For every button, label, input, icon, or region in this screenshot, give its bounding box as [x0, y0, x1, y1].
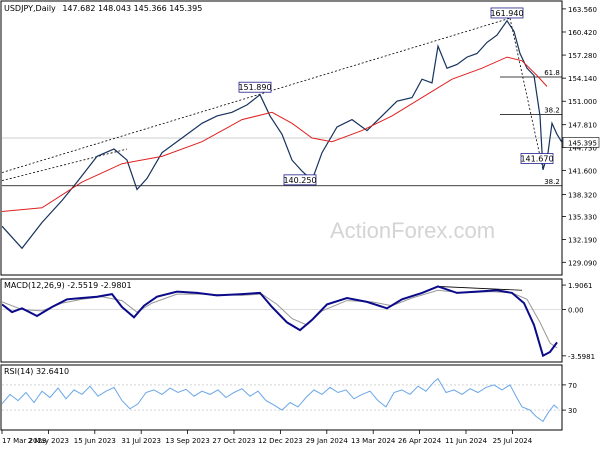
- trendline: [509, 18, 544, 170]
- macd-line: [2, 285, 558, 358]
- macd-tick-label: 0.00: [568, 307, 584, 315]
- x-tick-label: 15 Jun 2023: [74, 437, 116, 445]
- fib-level-label: 38.2: [544, 178, 560, 186]
- price-tick-label: 129.090: [568, 259, 597, 267]
- symbol-label: USDJPY,Daily: [4, 4, 56, 13]
- price-tick-label: 132.190: [568, 237, 597, 245]
- macd-layer: [2, 285, 562, 358]
- fib-level-label: 38.2: [544, 106, 560, 114]
- price-tick-label: 144.730: [568, 144, 597, 152]
- last-price-label: 145.395: [568, 139, 597, 147]
- x-tick-label: 13 Sep 2023: [165, 437, 209, 445]
- trendline: [2, 17, 511, 173]
- price-title: USDJPY,Daily 147.682 148.043 145.366 145…: [4, 4, 202, 13]
- x-tick-label: 31 Jul 2023: [121, 437, 161, 445]
- trendline: [2, 148, 128, 182]
- price-annotation: 141.670: [520, 155, 553, 164]
- price-annotation-box: [238, 81, 272, 93]
- price-tick-label: 151.000: [568, 98, 597, 106]
- price-annotation-box: [520, 153, 554, 164]
- price-tick-label: 147.810: [568, 122, 597, 130]
- price-annotation: 151.890: [238, 83, 271, 92]
- rsi-line: [2, 377, 559, 423]
- axes-layer: 163.560 160.420 157.280 154.140 151.000 147.8…: [1, 6, 600, 445]
- x-tick-label: 13 Mar 2024: [351, 437, 396, 445]
- price-tick-label: 141.600: [568, 167, 597, 175]
- price-line: [2, 19, 562, 250]
- price-tick-label: 163.560: [568, 6, 597, 14]
- x-tick-label: 2 May 2023: [28, 437, 69, 445]
- rsi-title: RSI(14) 32.6410: [4, 367, 69, 376]
- price-tick-label: 154.140: [568, 75, 597, 83]
- rsi-layer: [2, 377, 562, 423]
- price-annotation-box: [490, 7, 524, 19]
- watermark: ActionForex.com: [330, 218, 495, 243]
- price-annotation: 140.250: [283, 176, 316, 185]
- price-annotation-box: [283, 174, 317, 186]
- x-tick-label: 29 Jan 2024: [306, 437, 349, 445]
- price-layer: 61.8 38.2 38.2 161.940 151.890 140.250 141.670: [2, 7, 562, 250]
- price-annotation: 161.940: [490, 9, 523, 18]
- macd-trendline: [437, 286, 523, 291]
- x-tick-label: 27 Oct 2023: [212, 437, 255, 445]
- price-tick-label: 138.320: [568, 191, 597, 199]
- x-tick-label: 25 Jul 2024: [493, 437, 533, 445]
- last-price-box: [562, 137, 600, 148]
- fib-level-label: 61.8: [544, 69, 560, 77]
- macd-tick-label: 1.9061: [568, 282, 593, 290]
- rsi-tick-label: 70: [568, 382, 577, 390]
- x-tick-label: 12 Dec 2023: [258, 437, 303, 445]
- x-tick-label: 11 Jun 2024: [445, 437, 488, 445]
- sma-line: [2, 56, 548, 212]
- ohlc-values: 147.682 148.043 145.366 145.395: [62, 4, 202, 13]
- price-tick-label: 157.280: [568, 52, 597, 60]
- rsi-tick-label: 30: [568, 407, 577, 415]
- price-tick-label: 135.330: [568, 213, 597, 221]
- macd-tick-label: -3.5981: [568, 353, 595, 361]
- price-tick-label: 160.420: [568, 29, 597, 37]
- x-tick-label: 17 Mar 2023: [2, 437, 46, 445]
- rsi-panel: [0, 364, 563, 431]
- x-tick-label: 26 Apr 2024: [398, 437, 442, 445]
- macd-title: MACD(12,26,9) -2.5519 -2.9801: [4, 281, 132, 290]
